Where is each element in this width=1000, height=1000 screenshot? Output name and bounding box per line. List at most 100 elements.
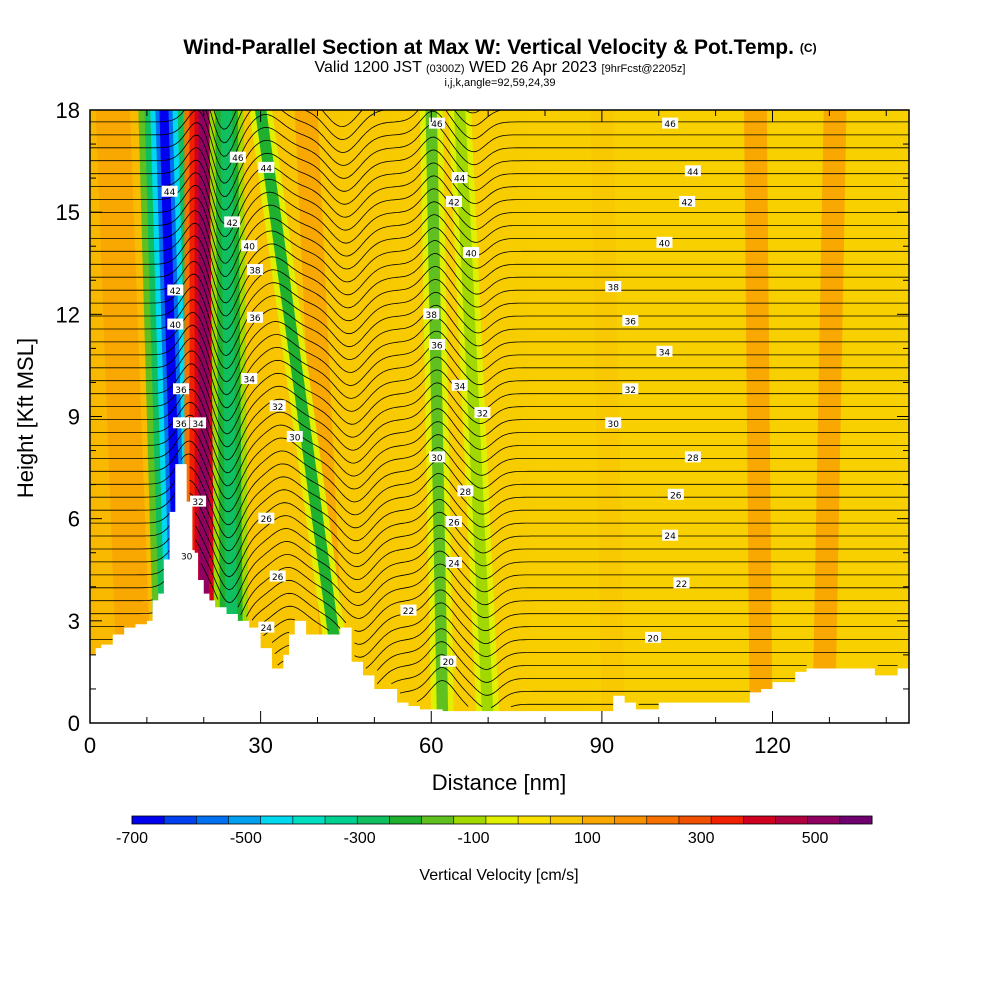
colorbar-swatch	[582, 816, 616, 824]
colorbar-swatch	[453, 816, 487, 824]
theta-contour-line	[90, 134, 909, 198]
theta-label-text: 42	[448, 198, 459, 208]
theta-label-text: 46	[431, 120, 443, 130]
theta-label-text: 42	[226, 219, 237, 229]
colorbar-tick-label: -500	[230, 830, 262, 847]
theta-contour-label: 20	[440, 655, 457, 668]
colorbar-swatch	[743, 816, 776, 824]
bg-streak	[744, 110, 773, 723]
theta-contour-line	[90, 110, 909, 171]
theta-contour-label: 34	[241, 373, 258, 386]
theta-label-box	[446, 195, 462, 207]
theta-label-text: 44	[687, 168, 699, 178]
y-tick-label: 0	[68, 711, 80, 736]
theta-label-text: 44	[164, 188, 176, 198]
theta-label-text: 34	[244, 376, 256, 386]
theta-label-box	[428, 338, 445, 350]
theta-label-box	[269, 400, 286, 412]
theta-label-text: 20	[647, 634, 659, 644]
valid-time: Valid 1200 JST (0300Z) WED 26 Apr 2023 […	[0, 60, 1000, 77]
y-tick-label: 15	[56, 200, 80, 225]
theta-label-text: 28	[460, 488, 472, 498]
theta-contour-line	[90, 537, 909, 604]
theta-contour-line	[90, 511, 909, 578]
theta-contour-label: 24	[446, 556, 462, 569]
theta-label-box	[428, 451, 445, 463]
theta-contour-label: 36	[246, 311, 263, 324]
theta-label-text: 46	[232, 154, 244, 164]
title-block: Wind-Parallel Section at Max W: Vertical…	[0, 36, 1000, 89]
theta-contour-line	[90, 414, 909, 487]
theta-contour-line	[90, 210, 909, 277]
theta-contour-label: 42	[224, 216, 241, 229]
colorbar-swatch	[485, 816, 519, 824]
colorbar-swatch	[228, 816, 262, 824]
theta-label-box	[400, 604, 417, 616]
theta-label-box	[656, 236, 673, 248]
theta-contour-label: 36	[622, 315, 639, 328]
theta-contour-line	[90, 197, 909, 264]
forecast-info: [9hrFcst@2205z]	[601, 63, 686, 75]
colorbar-tick-label: 300	[688, 830, 715, 847]
theta-label-box	[423, 308, 440, 320]
theta-contour-label: 46	[662, 117, 679, 130]
theta-contour-label: 36	[173, 417, 189, 430]
theta-contour-label: 26	[258, 512, 275, 525]
colorbar-tick-label: 500	[802, 830, 829, 847]
theta-label-text: 22	[676, 580, 687, 590]
y-axis-title: Height [Kft MSL]	[13, 338, 38, 498]
theta-label-box	[474, 407, 491, 419]
theta-label-text: 42	[170, 287, 181, 297]
theta-contour-line	[277, 654, 796, 696]
theta-contour-line	[90, 550, 909, 608]
theta-label-box	[428, 117, 445, 129]
theta-contour-label: 42	[679, 195, 696, 208]
theta-label-box	[246, 264, 263, 276]
theta-label-text: 26	[448, 519, 460, 529]
theta-label-text: 36	[625, 318, 637, 328]
theta-label-text: 34	[454, 382, 466, 392]
theta-contour-line	[90, 273, 909, 343]
colorbar-swatch	[550, 816, 583, 824]
colorbar-swatch	[775, 816, 809, 824]
theta-label-box	[457, 485, 474, 497]
theta-contour-line	[90, 389, 909, 461]
theta-contour-label: 38	[246, 264, 263, 277]
theta-contour-line	[90, 466, 909, 539]
theta-contour-line	[90, 524, 909, 591]
x-tick-label: 90	[590, 733, 614, 758]
theta-label-text: 24	[448, 559, 460, 569]
theta-label-box	[173, 383, 189, 395]
theta-contour-label: 40	[167, 318, 184, 331]
theta-contour-label: 28	[684, 451, 701, 464]
x-tick-label: 60	[419, 733, 443, 758]
colorbar-swatch	[807, 816, 841, 824]
colorbar-swatch	[164, 816, 197, 824]
colorbar-swatch	[421, 816, 455, 824]
theta-label-box	[258, 621, 275, 633]
theta-contour-line	[90, 235, 909, 304]
theta-label-box	[241, 373, 258, 385]
colorbar-swatch	[260, 816, 294, 824]
theta-contour-label: 30	[286, 430, 303, 443]
theta-label-text: 44	[261, 164, 273, 174]
theta-label-box	[269, 570, 286, 582]
bg-streak	[590, 110, 625, 723]
theta-label-box	[684, 451, 701, 463]
theta-label-text: 38	[608, 284, 620, 294]
theta-contour-label: 44	[451, 172, 468, 185]
theta-contour-label: 22	[400, 604, 417, 617]
theta-contour-label: 26	[446, 516, 462, 529]
theta-contour-label: 42	[446, 195, 462, 208]
x-tick-label: 0	[84, 733, 96, 758]
x-tick-label: 30	[248, 733, 272, 758]
theta-contour-line	[90, 122, 909, 184]
theta-label-box	[605, 281, 622, 293]
colorbar-swatch	[839, 816, 873, 824]
theta-contour-line	[274, 641, 898, 685]
theta-label-box	[446, 556, 462, 568]
theta-contour-line	[90, 479, 909, 552]
theta-contour-label: 32	[622, 383, 639, 396]
theta-label-box	[286, 430, 303, 442]
